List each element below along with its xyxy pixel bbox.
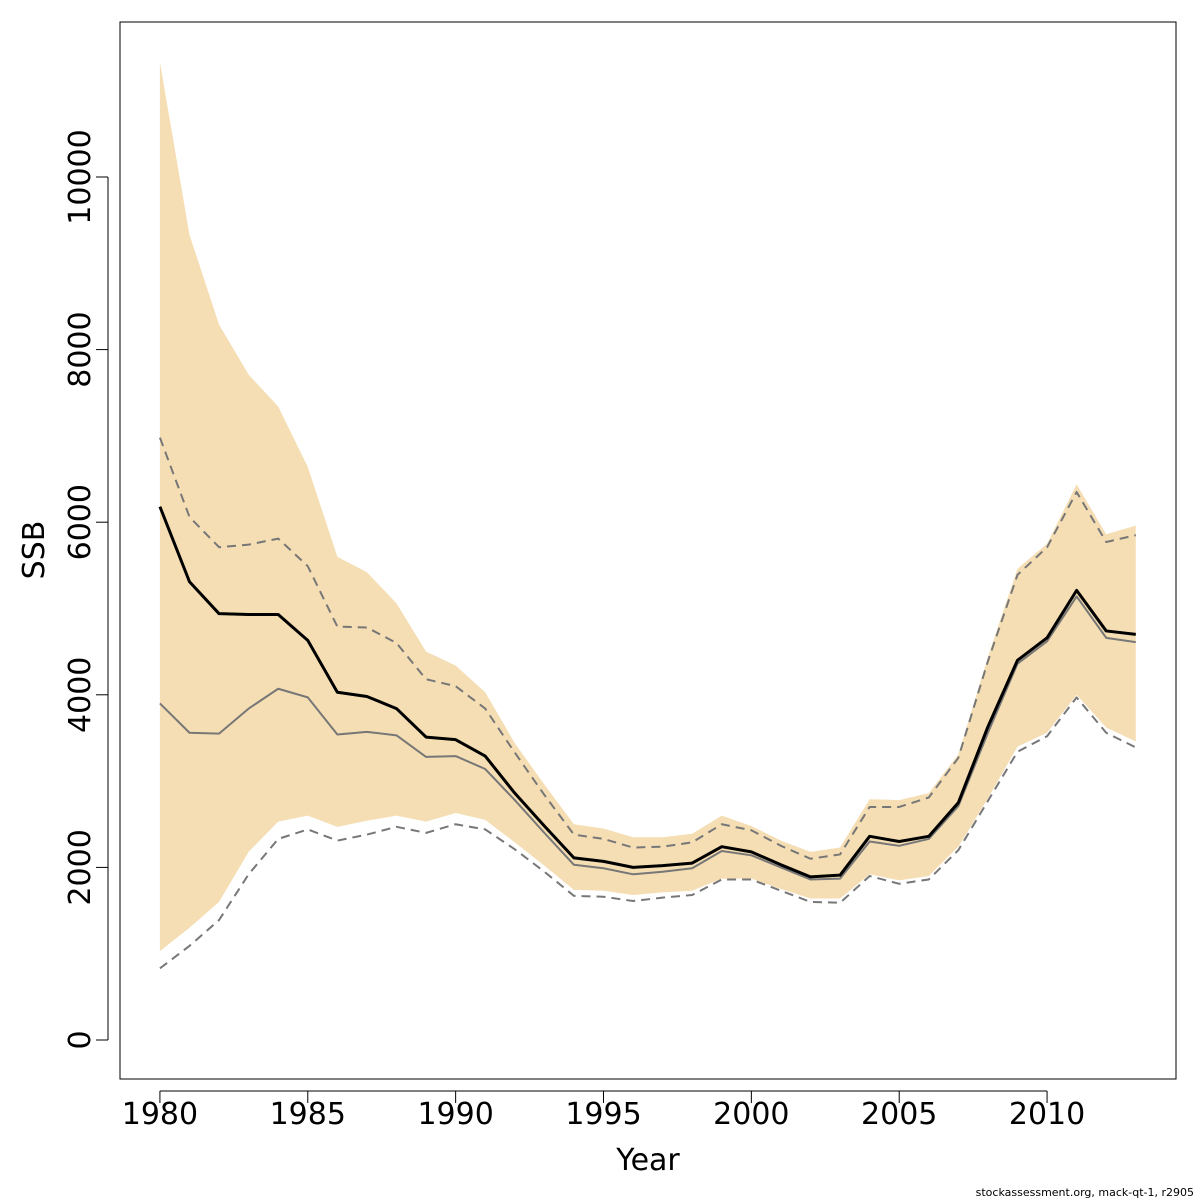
y-tick-label: 4000 — [63, 657, 98, 733]
y-tick-label: 10000 — [63, 129, 98, 224]
plot-area — [158, 62, 1137, 970]
y-tick-label: 8000 — [63, 311, 98, 387]
series-line — [158, 437, 1137, 860]
plot-frame — [119, 21, 1177, 1080]
y-tick-label: 6000 — [63, 484, 98, 560]
x-tick-label: 1995 — [565, 1097, 641, 1132]
confidence-band — [159, 62, 1136, 952]
y-axis-label: SSB — [17, 521, 52, 580]
series-line — [159, 696, 1137, 970]
x-axis-label: Year — [615, 1143, 680, 1178]
x-tick-label: 2000 — [713, 1097, 789, 1132]
x-tick-label: 2010 — [1009, 1097, 1085, 1132]
series-line — [159, 595, 1136, 881]
footnote: stockassessment.org, mack-qt-1, r2905 — [976, 1186, 1194, 1199]
x-tick-label: 1980 — [122, 1097, 198, 1132]
x-tick-label: 1985 — [270, 1097, 346, 1132]
x-tick-label: 2005 — [861, 1097, 937, 1132]
y-tick-label: 2000 — [63, 829, 98, 905]
y-tick-label: 0 — [63, 1030, 98, 1049]
x-tick-label: 1990 — [417, 1097, 493, 1132]
series-line — [158, 506, 1136, 879]
